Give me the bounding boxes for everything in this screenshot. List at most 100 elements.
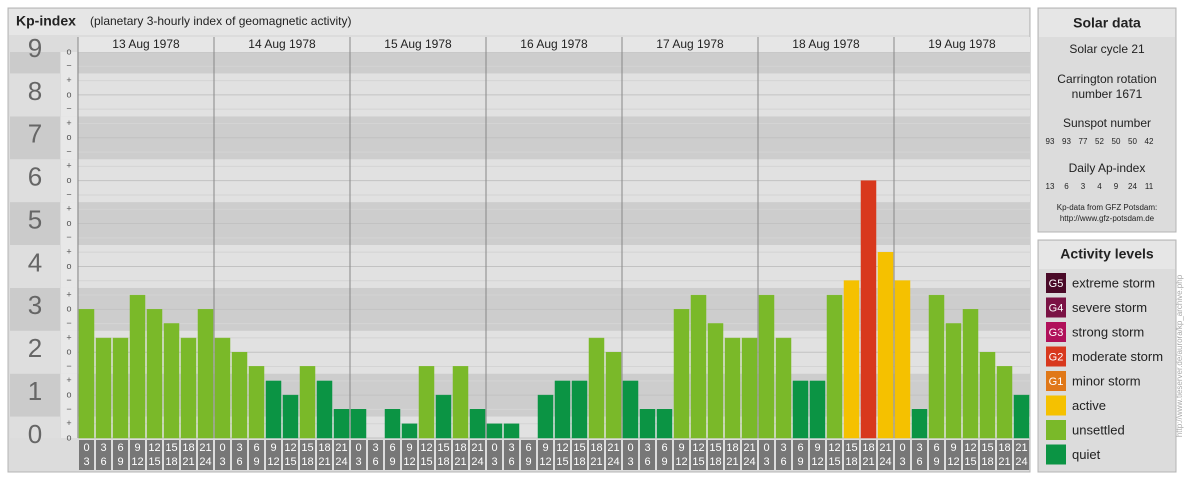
day-label: 17 Aug 1978 [656, 37, 724, 51]
hour-box [640, 440, 655, 470]
bar [316, 380, 333, 439]
hour-to: 18 [301, 456, 313, 468]
y-tick-label: 9 [28, 33, 42, 63]
hour-box [198, 440, 213, 470]
hour-to: 3 [83, 456, 89, 468]
y-minor-band [61, 202, 77, 245]
y-tick-label: 3 [28, 290, 42, 320]
hour-to: 6 [372, 456, 378, 468]
hour-to: 24 [471, 456, 483, 468]
y-minor-band [61, 73, 77, 117]
hour-box [368, 440, 383, 470]
hour-box [487, 440, 502, 470]
y-tick-label: 7 [28, 119, 42, 149]
hour-box [453, 440, 468, 470]
hour-to: 3 [219, 456, 225, 468]
hour-box [844, 440, 859, 470]
legend-label: quiet [1072, 447, 1101, 462]
kp-suffix: o [66, 175, 71, 185]
bar [231, 351, 248, 439]
hour-box [946, 440, 961, 470]
bar [401, 423, 418, 439]
hour-from: 0 [899, 442, 905, 454]
y-minor-band [61, 287, 77, 331]
hour-from: 15 [437, 442, 449, 454]
bar [877, 252, 894, 439]
sunspot-value: 93 [1046, 137, 1055, 146]
kp-suffix: + [66, 375, 71, 385]
hour-to: 12 [539, 456, 551, 468]
hour-from: 18 [182, 442, 194, 454]
kp-suffix: − [66, 189, 71, 199]
kp-suffix: o [66, 218, 71, 228]
hour-to: 9 [117, 456, 123, 468]
hour-box [912, 440, 927, 470]
bar [707, 323, 724, 439]
y-tick-label: 4 [28, 247, 42, 277]
kp-suffix: o [66, 132, 71, 142]
hour-from: 15 [573, 442, 585, 454]
hour-box [351, 440, 366, 470]
bar [95, 337, 112, 439]
hour-from: 18 [862, 442, 874, 454]
kp-suffix: o [66, 347, 71, 357]
hour-box [861, 440, 876, 470]
hour-to: 6 [100, 456, 106, 468]
hour-from: 12 [284, 442, 296, 454]
day-label: 15 Aug 1978 [384, 37, 452, 51]
day-header [758, 37, 894, 52]
ap-value: 11 [1145, 182, 1154, 191]
hour-box [674, 440, 689, 470]
day-label: 14 Aug 1978 [248, 37, 316, 51]
y-tick-label: 5 [28, 204, 42, 234]
kp-suffix: + [66, 75, 71, 85]
bar [265, 380, 282, 439]
legend-badge: G2 [1049, 351, 1064, 363]
hour-box [181, 440, 196, 470]
hour-box [623, 440, 638, 470]
kp-suffix: − [66, 232, 71, 242]
hour-from: 0 [219, 442, 225, 454]
kp-suffix: + [66, 161, 71, 171]
hour-to: 15 [284, 456, 296, 468]
hour-to: 21 [182, 456, 194, 468]
hour-from: 12 [828, 442, 840, 454]
solar-title: Solar data [1073, 15, 1141, 31]
hour-from: 0 [355, 442, 361, 454]
hour-from: 18 [590, 442, 602, 454]
hour-from: 21 [1015, 442, 1027, 454]
sunspot-value: 50 [1128, 137, 1137, 146]
day-label: 18 Aug 1978 [792, 37, 860, 51]
hour-to: 3 [763, 456, 769, 468]
bar [146, 309, 163, 439]
carrington-box: Carrington rotation number 1671 [1057, 72, 1156, 101]
hour-from: 6 [525, 442, 531, 454]
y-band [10, 52, 60, 74]
ap-value: 6 [1064, 182, 1069, 191]
bar [690, 294, 707, 439]
hour-to: 9 [661, 456, 667, 468]
kp-suffix: − [66, 146, 71, 156]
kp-suffix: − [66, 61, 71, 71]
legend-label: minor storm [1072, 373, 1141, 388]
hour-box [504, 440, 519, 470]
hour-box [470, 440, 485, 470]
bar [469, 409, 486, 439]
kp-suffix: + [66, 118, 71, 128]
hour-from: 3 [644, 442, 650, 454]
hour-box [283, 440, 298, 470]
hour-box [657, 440, 672, 470]
hour-to: 6 [780, 456, 786, 468]
hour-box [725, 440, 740, 470]
hour-box [130, 440, 145, 470]
ap-title: Daily Ap-index [1069, 161, 1146, 175]
hour-box [810, 440, 825, 470]
hour-box [79, 440, 94, 470]
hour-to: 3 [355, 456, 361, 468]
hour-box [249, 440, 264, 470]
legend-label: active [1072, 398, 1106, 413]
hour-from: 21 [607, 442, 619, 454]
bar [486, 423, 503, 439]
bar [724, 337, 741, 439]
